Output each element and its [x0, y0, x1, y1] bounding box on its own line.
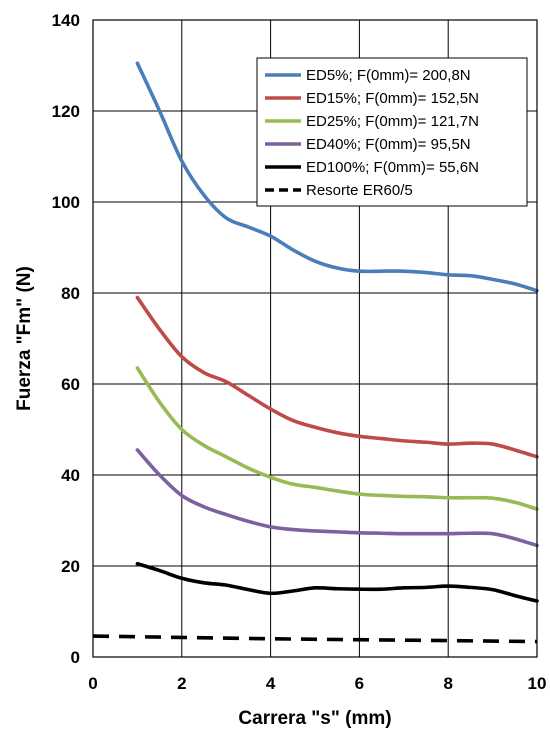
series-line-4 [135, 448, 539, 548]
legend-label: ED40%; F(0mm)= 95,5N [306, 136, 471, 153]
legend-label: ED15%; F(0mm)= 152,5N [306, 90, 479, 107]
y-tick-label: 20 [61, 557, 80, 576]
legend-label: ED100%; F(0mm)= 55,6N [306, 159, 479, 176]
y-axis-title: Fuerza "Fm" (N) [14, 266, 35, 411]
y-tick-label: 80 [61, 284, 80, 303]
x-tick-label: 10 [528, 674, 547, 693]
y-tick-label: 140 [52, 11, 80, 30]
series-line-3 [135, 366, 539, 511]
x-axis-tick-labels: 0 2 4 6 8 10 [88, 674, 546, 693]
y-tick-label: 120 [52, 102, 80, 121]
legend-label: ED25%; F(0mm)= 121,7N [306, 113, 479, 130]
legend-label: Resorte ER60/5 [306, 182, 413, 199]
legend-box [256, 57, 528, 207]
plot-area-border [92, 19, 538, 658]
x-tick-label: 4 [266, 674, 276, 693]
x-axis-title: Carrera "s" (mm) [238, 708, 391, 729]
x-tick-label: 0 [88, 674, 97, 693]
series-lines [92, 61, 539, 644]
y-tick-label: 0 [71, 648, 80, 667]
series-line-5 [135, 561, 539, 603]
series-line-6 [92, 634, 538, 644]
x-tick-label: 6 [355, 674, 364, 693]
y-axis-tick-labels: 0 20 40 60 80 100 120 140 [52, 11, 80, 667]
x-tick-label: 2 [177, 674, 186, 693]
y-tick-label: 100 [52, 193, 80, 212]
y-tick-label: 60 [61, 375, 80, 394]
series-line-2 [135, 295, 539, 459]
y-tick-label: 40 [61, 466, 80, 485]
x-tick-label: 8 [443, 674, 452, 693]
series-line-1 [135, 61, 539, 293]
legend-label: ED5%; F(0mm)= 200,8N [306, 67, 471, 84]
legend: ED5%; F(0mm)= 200,8N ED15%; F(0mm)= 152,5… [256, 57, 528, 207]
